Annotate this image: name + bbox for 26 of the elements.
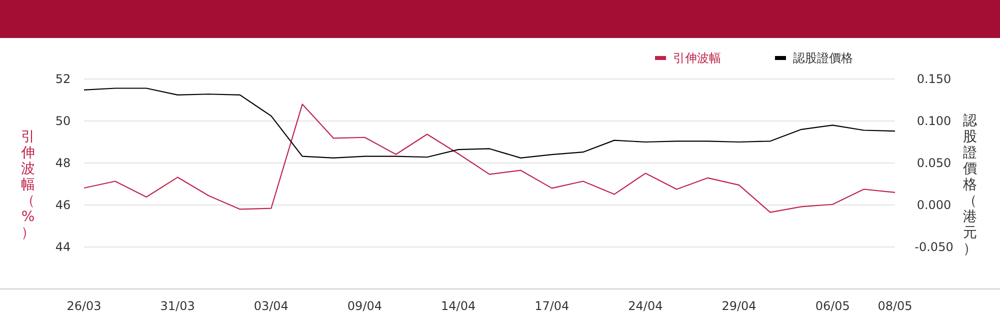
x-tick-label: 03/04 <box>254 299 288 313</box>
x-tick-label: 09/04 <box>347 299 382 313</box>
y-axis-title: 引伸波幅（%） <box>20 128 35 241</box>
x-tick-label: 29/04 <box>722 299 756 313</box>
x-tick-label: 24/04 <box>628 299 663 313</box>
y2-tick-label: 0.000 <box>916 198 952 212</box>
y-tick-label: 52 <box>55 72 71 86</box>
y2-tick-label: 0.050 <box>916 156 952 170</box>
y-tick-label: 48 <box>55 156 71 170</box>
x-tick-label: 31/03 <box>160 299 195 313</box>
y2-tick-label: 0.100 <box>916 114 952 128</box>
legend-label: 引伸波幅 <box>673 51 721 66</box>
x-tick-label: 14/04 <box>441 299 476 313</box>
line-series <box>83 88 896 159</box>
text: 認股證價格（港元） <box>963 112 977 257</box>
x-tick-label: 26/03 <box>66 299 102 313</box>
x-tick-label: 06/05 <box>815 299 850 313</box>
x-tick-label: 08/05 <box>878 299 912 313</box>
y2-tick-label: -0.050 <box>914 240 954 254</box>
y-tick-label: 44 <box>55 240 71 254</box>
legend-label: 認股證價格 <box>793 51 853 66</box>
y-tick-label: 50 <box>55 114 71 128</box>
x-tick-label: 17/04 <box>534 299 570 313</box>
line-series <box>83 104 896 213</box>
y2-tick-label: 0.150 <box>916 72 952 86</box>
y-tick-label: 46 <box>55 198 71 212</box>
